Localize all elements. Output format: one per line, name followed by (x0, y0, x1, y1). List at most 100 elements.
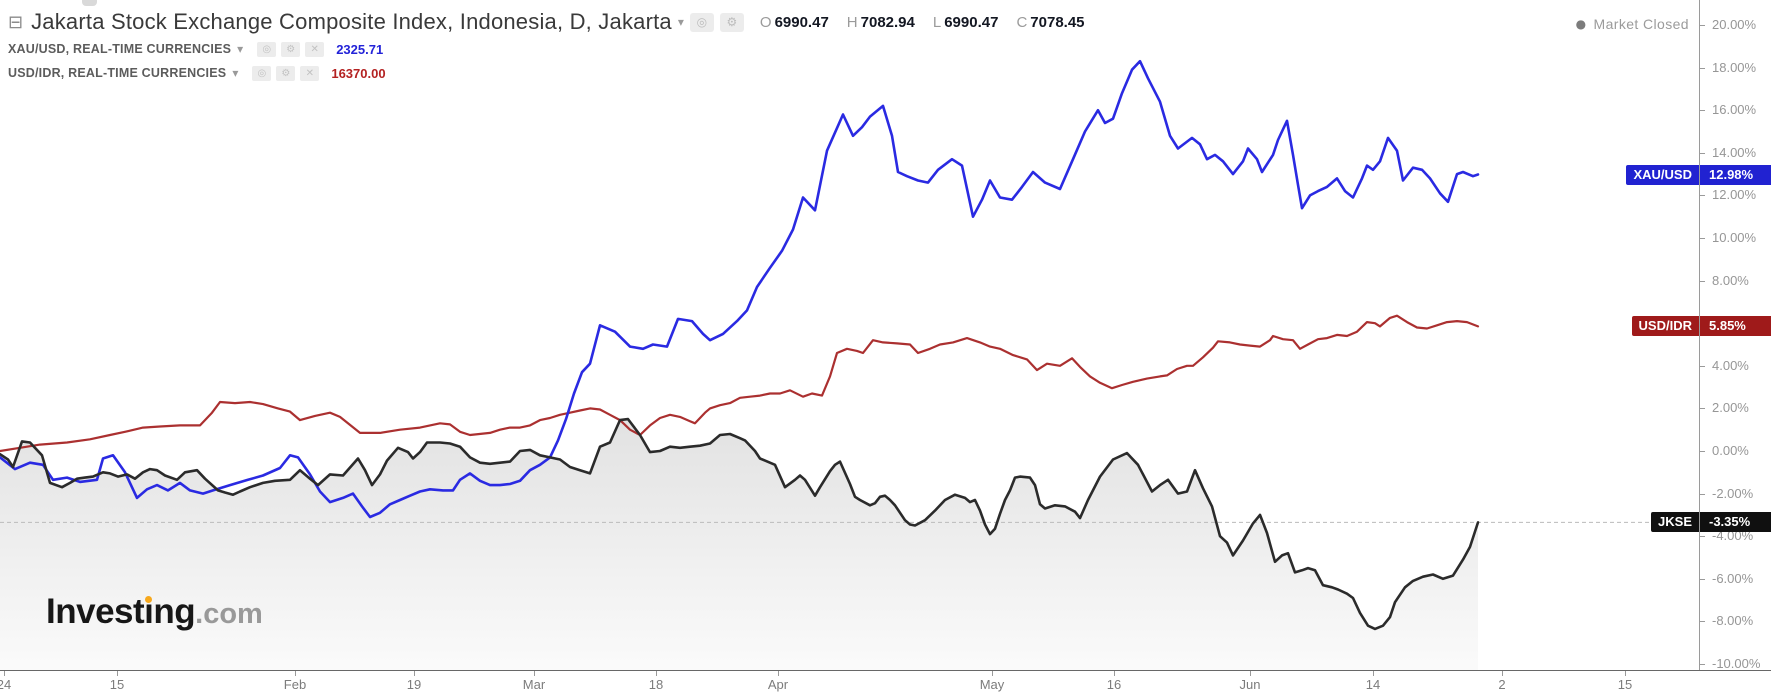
jkse-area-fill (0, 419, 1478, 670)
y-axis-tick (1700, 281, 1705, 282)
x-axis-label: 16 (1106, 677, 1122, 692)
compare-symbol-row-usdidr: USD/IDR, REAL-TIME CURRENCIES ▾ ◎ ⚙ ✕ 16… (8, 62, 1085, 84)
price-label-name-usdidr[interactable]: USD/IDR (1631, 316, 1699, 336)
symbol-title[interactable]: Jakarta Stock Exchange Composite Index, … (31, 9, 672, 34)
y-axis-tick (1700, 195, 1705, 196)
x-axis-label: 2 (1498, 677, 1506, 692)
y-axis-tick (1700, 68, 1705, 69)
series-line-usdidr[interactable] (0, 314, 1480, 453)
x-axis-tick (992, 671, 993, 676)
logo-orange-dot-i: ı (144, 592, 154, 631)
close-value: 7078.45 (1030, 13, 1085, 31)
low-value: 6990.47 (944, 13, 999, 31)
y-axis-tick (1700, 25, 1705, 26)
eye-icon: ◎ (262, 43, 272, 55)
x-axis-label: 24 (0, 677, 12, 692)
y-axis-label: 14.00% (1712, 145, 1757, 160)
y-axis-label: 12.00% (1712, 187, 1757, 202)
toolbar-collapse-tab[interactable] (82, 0, 97, 6)
logo-text: Invest (46, 592, 145, 631)
hide-symbol-button[interactable]: ◎ (689, 12, 714, 32)
y-axis-label: 20.00% (1712, 17, 1757, 32)
x-axis-tick (1502, 671, 1503, 676)
y-axis-label: 2.00% (1712, 400, 1749, 415)
eye-icon: ◎ (696, 15, 708, 29)
open-label: O (759, 13, 772, 31)
compare-symbol-label[interactable]: USD/IDR, REAL-TIME CURRENCIES (8, 66, 227, 80)
y-axis-label: 8.00% (1712, 273, 1749, 288)
logo-text: ng (153, 592, 196, 631)
main-symbol-row: ⊟ Jakarta Stock Exchange Composite Index… (8, 8, 1085, 36)
y-axis-tick (1700, 536, 1705, 537)
y-axis-label: 0.00% (1712, 443, 1749, 458)
price-scale-axis[interactable]: 20.00% 18.00% 16.00% 14.00% 12.00% 10.00% 8.00… (1699, 0, 1771, 671)
compare-symbol-label[interactable]: XAU/USD, REAL-TIME CURRENCIES (8, 42, 232, 56)
remove-series-button[interactable]: ✕ (305, 41, 325, 57)
y-axis-tick (1700, 408, 1705, 409)
x-axis-tick (414, 671, 415, 676)
legend: ⊟ Jakarta Stock Exchange Composite Index… (8, 8, 1085, 84)
x-axis-label: 18 (648, 677, 664, 692)
series-last-value: 16370.00 (331, 65, 386, 81)
x-axis-label: May (979, 677, 1005, 692)
series-settings-button[interactable]: ⚙ (276, 65, 296, 81)
x-axis-tick (778, 671, 779, 676)
close-icon: ✕ (305, 67, 315, 79)
gear-icon: ⚙ (281, 67, 291, 79)
close-label: C (1016, 13, 1028, 31)
series-settings-button[interactable]: ⚙ (281, 41, 301, 57)
y-axis-tick (1700, 238, 1705, 239)
close-icon: ✕ (310, 43, 319, 55)
time-scale-axis[interactable]: 24 15 Feb 19 Mar 18 Apr May 16 Jun 14 2 15 (0, 670, 1771, 695)
y-axis-label: 16.00% (1712, 102, 1757, 117)
price-label-value-usdidr[interactable]: 5.85% (1700, 316, 1771, 336)
y-axis-tick (1700, 451, 1705, 452)
y-axis-tick (1700, 494, 1705, 495)
compare-symbol-row-xauusd: XAU/USD, REAL-TIME CURRENCIES ▾ ◎ ⚙ ✕ 23… (8, 38, 1085, 60)
chevron-down-icon[interactable]: ▾ (237, 42, 244, 56)
symbol-settings-button[interactable]: ⚙ (719, 12, 744, 32)
x-axis-label: Jun (1239, 677, 1261, 692)
price-label-value-xauusd[interactable]: 12.98% (1700, 165, 1771, 185)
y-axis-tick (1700, 579, 1705, 580)
remove-series-button[interactable]: ✕ (300, 65, 320, 81)
series-last-value: 2325.71 (336, 41, 384, 57)
hide-series-button[interactable]: ◎ (257, 41, 277, 57)
gear-icon: ⚙ (286, 43, 296, 55)
high-label: H (846, 13, 858, 31)
price-label-value-jkse[interactable]: -3.35% (1700, 512, 1771, 532)
x-axis-label: 19 (406, 677, 422, 692)
ohlc-values: O 6990.47 H 7082.94 L 6990.47 C 7078.45 (760, 14, 1085, 31)
hide-series-button[interactable]: ◎ (252, 65, 272, 81)
x-axis-tick (656, 671, 657, 676)
y-axis-tick (1700, 621, 1705, 622)
y-axis-label: 10.00% (1712, 230, 1757, 245)
price-label-name-jkse[interactable]: JKSE (1651, 512, 1699, 532)
series-line-jkse[interactable] (0, 417, 1480, 631)
gear-icon: ⚙ (726, 15, 738, 29)
x-axis-label: 15 (109, 677, 125, 692)
x-axis-tick (1114, 671, 1115, 676)
series-line-xauusd[interactable] (0, 59, 1480, 519)
investing-logo: Investıng.com (46, 592, 263, 632)
open-value: 6990.47 (774, 13, 829, 31)
chevron-down-icon[interactable]: ▾ (232, 66, 239, 80)
price-label-name-xauusd[interactable]: XAU/USD (1626, 165, 1699, 185)
high-value: 7082.94 (860, 13, 915, 31)
low-label: L (932, 13, 942, 31)
x-axis-label: Feb (283, 677, 307, 692)
x-axis-tick (295, 671, 296, 676)
chevron-down-icon[interactable]: ▾ (677, 15, 684, 29)
y-axis-tick (1700, 366, 1705, 367)
market-status-dot-icon: ● (1575, 17, 1587, 31)
x-axis-tick (1625, 671, 1626, 676)
y-axis-label: -2.00% (1712, 486, 1754, 501)
x-axis-label: 14 (1365, 677, 1381, 692)
x-axis-label: Mar (522, 677, 546, 692)
x-axis-tick (117, 671, 118, 676)
y-axis-label: 18.00% (1712, 60, 1757, 75)
y-axis-tick (1700, 110, 1705, 111)
collapse-legend-icon[interactable]: ⊟ (8, 11, 24, 33)
